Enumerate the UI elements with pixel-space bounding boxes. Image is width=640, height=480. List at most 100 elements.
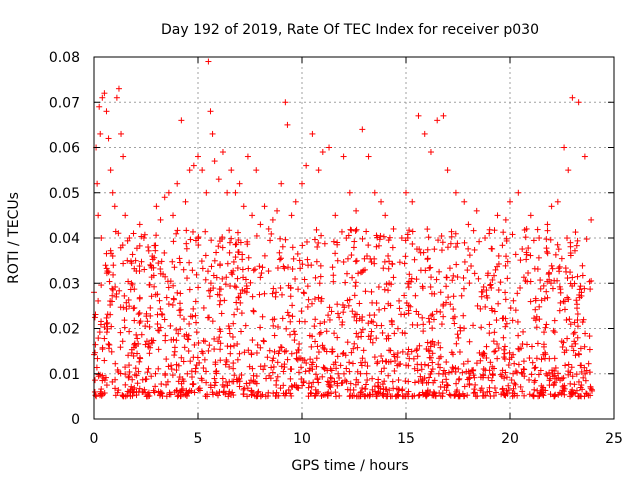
data-point <box>353 317 360 324</box>
data-point <box>167 322 174 329</box>
data-point <box>168 362 175 369</box>
data-point <box>189 381 196 388</box>
data-point <box>169 258 176 265</box>
data-point <box>121 324 128 331</box>
data-point <box>159 311 166 318</box>
data-point <box>586 369 593 376</box>
data-point <box>540 282 547 289</box>
data-point <box>339 350 346 357</box>
data-point <box>304 256 311 263</box>
data-point <box>227 343 234 350</box>
data-point <box>170 295 177 302</box>
data-point <box>173 387 180 394</box>
data-point <box>364 377 371 384</box>
data-point <box>570 330 577 337</box>
data-point <box>473 360 480 367</box>
data-point <box>443 359 450 366</box>
data-point <box>272 293 279 300</box>
data-point <box>110 262 117 269</box>
data-point <box>456 393 463 400</box>
data-point <box>177 312 184 319</box>
data-point <box>358 388 365 395</box>
data-point <box>205 347 212 354</box>
data-point <box>288 366 295 373</box>
data-point <box>547 391 554 398</box>
data-point <box>567 393 574 400</box>
data-point <box>184 275 191 282</box>
data-point <box>213 390 220 397</box>
data-point <box>582 370 589 377</box>
data-point <box>192 237 199 244</box>
data-point <box>360 347 367 354</box>
data-point <box>537 277 544 284</box>
data-point <box>577 283 584 290</box>
data-point <box>343 365 350 372</box>
data-point <box>280 390 287 397</box>
data-point <box>154 291 161 298</box>
data-point <box>306 380 313 387</box>
data-point <box>290 328 297 335</box>
data-point <box>208 237 215 244</box>
data-point <box>320 391 327 398</box>
data-point <box>332 389 339 396</box>
data-point <box>205 287 212 294</box>
data-point <box>545 271 552 278</box>
data-point <box>315 379 322 386</box>
data-point <box>450 315 457 322</box>
data-point <box>554 241 561 248</box>
data-point <box>385 287 392 294</box>
data-point <box>410 355 417 362</box>
data-point <box>306 367 313 374</box>
data-point <box>224 343 231 350</box>
data-point <box>178 387 185 394</box>
data-point <box>227 283 234 290</box>
data-point <box>565 296 572 303</box>
data-point <box>483 292 490 299</box>
data-point <box>216 334 223 341</box>
data-point <box>375 389 382 396</box>
data-point <box>503 253 510 260</box>
data-point <box>506 349 513 356</box>
data-point <box>253 373 260 380</box>
data-point <box>576 286 583 293</box>
data-point <box>232 241 239 248</box>
data-point <box>452 244 459 251</box>
data-point <box>449 277 456 284</box>
data-point <box>202 338 209 345</box>
data-point <box>385 252 392 259</box>
data-point <box>202 276 209 283</box>
data-point <box>321 240 328 247</box>
data-point <box>260 338 267 345</box>
data-point <box>217 286 224 293</box>
data-point <box>344 339 351 346</box>
data-point <box>531 365 538 372</box>
data-point <box>521 392 528 399</box>
data-point <box>175 392 182 399</box>
data-point <box>381 305 388 312</box>
data-point <box>107 302 114 309</box>
data-point <box>519 246 526 253</box>
data-point <box>429 350 436 357</box>
data-point <box>511 360 518 367</box>
data-point <box>405 346 412 353</box>
data-point <box>324 392 331 399</box>
data-point <box>183 331 190 338</box>
data-point <box>586 333 593 340</box>
data-point <box>285 264 292 271</box>
data-point <box>567 252 574 259</box>
data-point <box>525 270 532 277</box>
data-point <box>448 228 455 235</box>
data-point <box>450 306 457 313</box>
data-point <box>411 379 418 386</box>
data-point <box>313 355 320 362</box>
data-point <box>308 343 315 350</box>
data-point <box>104 311 111 318</box>
data-point <box>334 241 341 248</box>
data-point <box>157 324 164 331</box>
data-point <box>557 299 564 306</box>
data-point <box>468 367 475 374</box>
data-point <box>429 359 436 366</box>
data-point <box>390 274 397 281</box>
data-point <box>198 258 205 265</box>
data-point <box>324 378 331 385</box>
